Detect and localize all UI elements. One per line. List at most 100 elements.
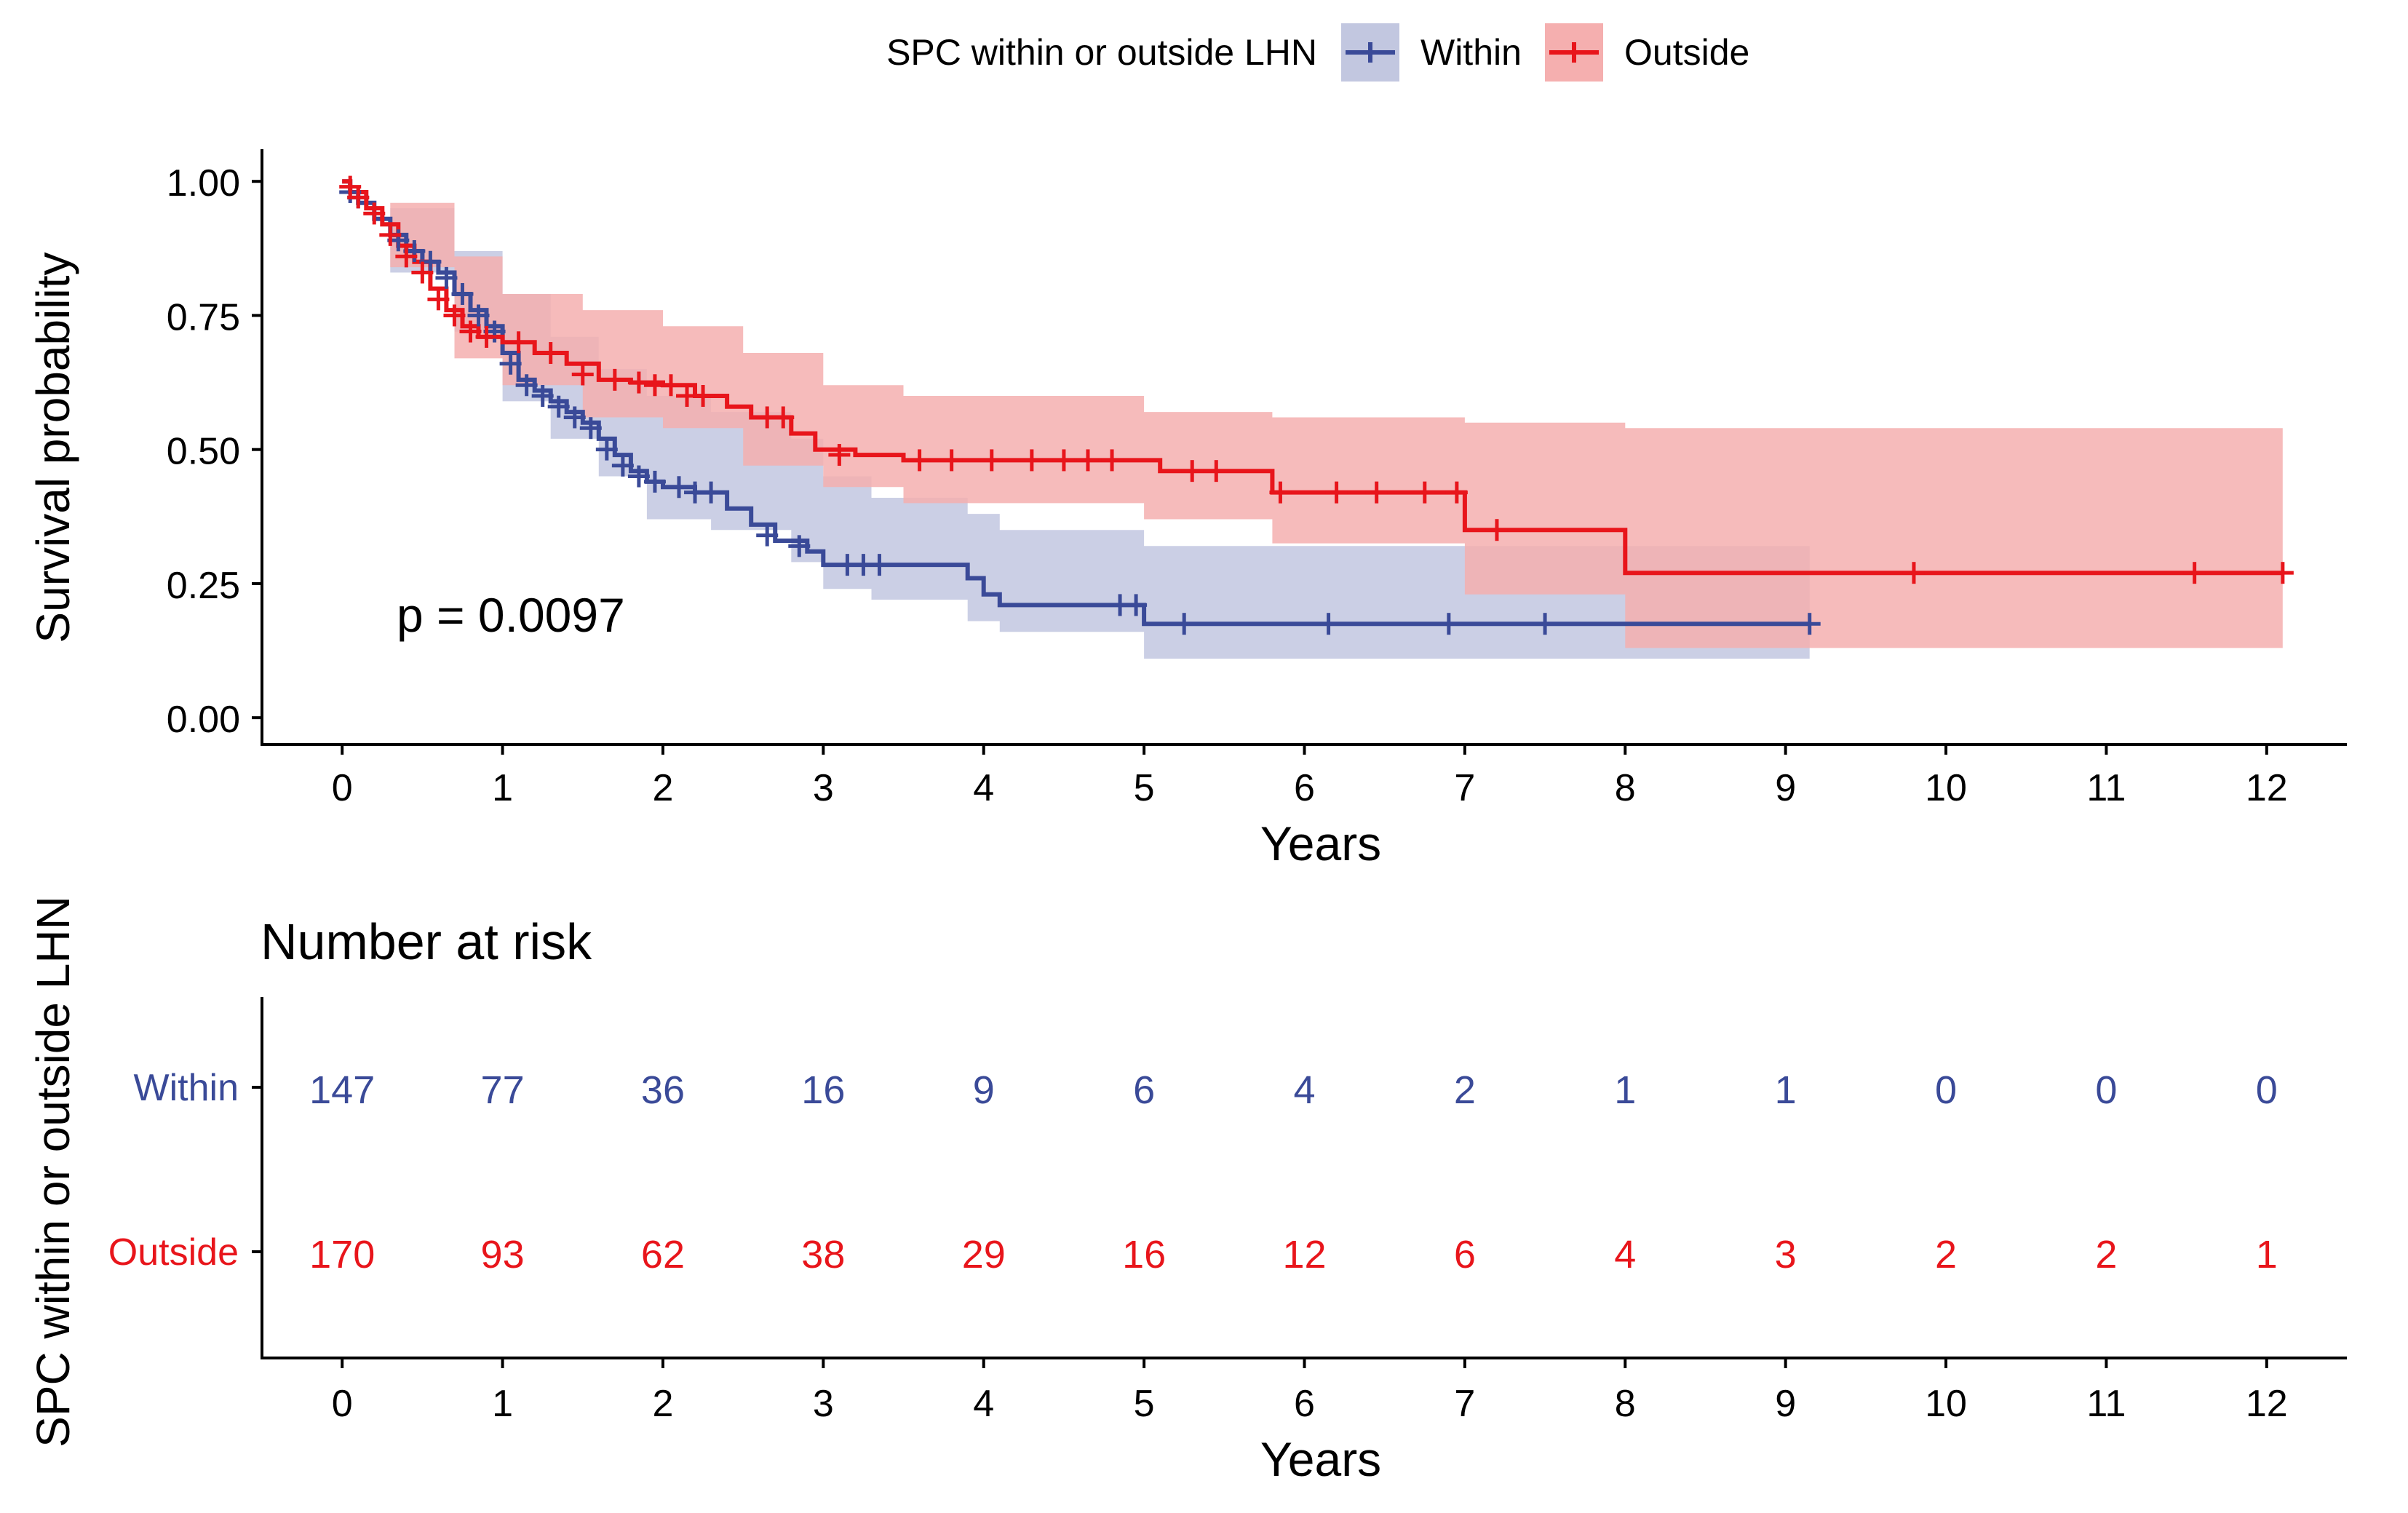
y-axis-ticks: 0.00 0.25 0.50 0.75 1.00 [167,162,262,741]
risk-x-axis-title: Years [1260,1432,1381,1486]
x-tick-label: 0 [332,767,353,809]
censor-marks [339,175,2294,635]
risk-x-tick-label: 0 [332,1383,353,1425]
risk-row-label-within: Within [134,1067,239,1109]
x-tick-label: 12 [2246,767,2288,809]
x-tick-label: 7 [1454,767,1475,809]
risk-x-tick-label: 4 [973,1383,994,1425]
risk-count-outside: 4 [1614,1233,1636,1276]
censor-mark-within [1437,613,1460,635]
risk-count-outside: 2 [1935,1233,1957,1276]
risk-x-tick-label: 3 [813,1383,834,1425]
censor-mark-within [756,524,779,547]
censor-mark-outside [659,374,682,397]
risk-x-tick-label: 8 [1615,1383,1636,1425]
x-axis-title: Years [1260,817,1381,870]
risk-count-outside: 29 [962,1233,1006,1276]
y-axis-title: Survival probability [27,252,79,643]
censor-mark-within [700,481,723,504]
censor-mark-within [563,406,586,429]
x-tick-label: 1 [492,767,513,809]
censor-mark-within [579,417,602,440]
x-tick-label: 2 [653,767,674,809]
censor-mark-outside [347,186,370,209]
censor-mark-outside [940,449,963,472]
risk-count-within: 0 [2095,1068,2117,1112]
censor-mark-outside [1413,481,1436,504]
censor-mark-within [1317,613,1340,635]
censor-mark-outside [363,202,386,225]
risk-count-within: 1 [1775,1068,1797,1112]
censor-mark-outside [411,261,434,284]
risk-table-title: Number at risk [261,913,592,970]
y-tick-label: 0.75 [167,296,240,338]
censor-mark-outside [2183,562,2206,584]
censor-mark-within [1173,613,1196,635]
censor-mark-outside [1020,449,1043,472]
risk-count-within: 77 [481,1068,525,1112]
risk-y-axis-title: SPC within or outside LHN [27,896,79,1448]
censor-mark-within [1798,613,1821,635]
censor-mark-outside [395,245,418,268]
x-tick-label: 11 [2086,767,2126,809]
risk-count-outside: 38 [801,1233,845,1276]
censor-mark-outside [1325,481,1348,504]
censor-mark-within [611,454,634,477]
ci-band-outside [342,181,2283,648]
censor-mark-outside [443,304,466,327]
censor-mark-within [467,304,490,327]
risk-count-outside: 16 [1122,1233,1166,1276]
survival-plot: 0.000.250.500.751.00 0 1 2 3 4 5 6 7 8 9 10 11 12 p … [27,149,2347,870]
censor-mark-outside [1269,481,1292,504]
censor-mark-outside [1485,519,1508,541]
y-tick-label: 0.00 [167,699,240,741]
risk-x-tick-label: 12 [2246,1383,2288,1425]
censor-mark-within [788,535,811,557]
censor-mark-outside [1101,449,1124,472]
risk-x-tick-label: 9 [1775,1383,1796,1425]
censor-mark-outside [980,449,1003,472]
censor-mark-outside [772,406,795,429]
legend-label-within: Within [1420,32,1522,73]
censor-mark-outside [2271,562,2294,584]
x-tick-label: 9 [1775,767,1796,809]
censor-mark-outside [1445,481,1468,504]
legend-title: SPC within or outside LHN [886,32,1317,73]
x-axis-ticks: 0 1 2 3 4 5 6 7 8 9 10 11 12 [332,744,2288,809]
x-tick-label: 10 [1925,767,1967,809]
y-tick-label: 0.25 [167,565,240,607]
risk-x-tick-label: 11 [2086,1383,2126,1425]
censor-mark-outside [1902,562,1925,584]
risk-count-within: 6 [1133,1068,1155,1112]
risk-row-label-outside: Outside [108,1231,239,1274]
censor-mark-outside [1365,481,1388,504]
x-tick-label: 6 [1294,767,1315,809]
censor-mark-outside [828,444,851,466]
y-tick-label: 1.00 [167,162,240,204]
risk-count-outside: 3 [1775,1233,1797,1276]
risk-count-outside: 62 [641,1233,685,1276]
risk-x-axis-ticks: 0 1 2 3 4 5 6 7 8 9 10 11 12 [332,1358,2288,1425]
legend: SPC within or outside LHN Within Outside [886,23,1749,82]
risk-count-outside: 2 [2095,1233,2117,1276]
censor-mark-outside [692,384,715,407]
censor-mark-outside [627,371,650,394]
risk-count-within: 4 [1293,1068,1315,1112]
risk-count-within: 1 [1614,1068,1636,1112]
risk-count-within: 147 [309,1068,375,1112]
censor-mark-within [435,266,458,289]
risk-count-within: 0 [1935,1068,1957,1112]
censor-mark-outside [427,288,450,311]
x-tick-label: 5 [1134,767,1155,809]
x-tick-label: 3 [813,767,834,809]
p-value-annotation: p = 0.0097 [397,588,625,642]
risk-count-within: 36 [641,1068,685,1112]
censor-mark-within [668,476,690,499]
censor-mark-outside [603,368,626,391]
censor-mark-within [627,465,650,488]
censor-mark-outside [539,342,562,365]
risk-x-tick-label: 6 [1294,1383,1315,1425]
x-tick-label: 4 [973,767,994,809]
censor-mark-outside [459,320,482,343]
